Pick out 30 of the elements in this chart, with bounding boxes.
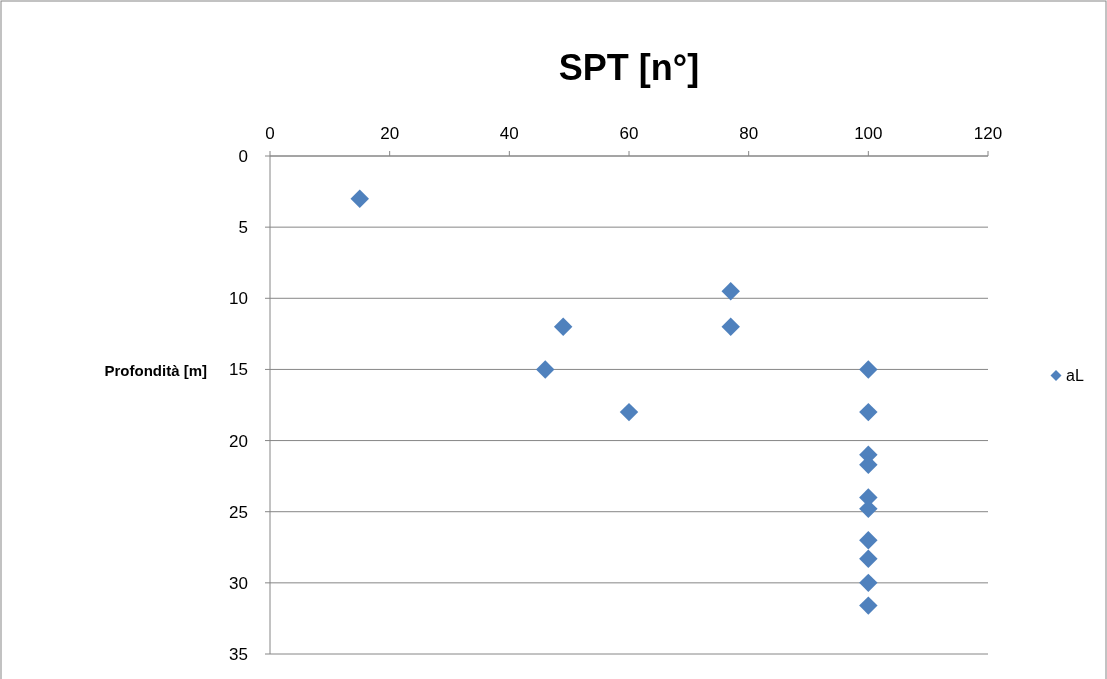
legend-label: aL (1066, 366, 1084, 384)
point (619, 402, 639, 422)
point (350, 189, 369, 208)
point (553, 317, 573, 336)
point (859, 402, 878, 422)
point (721, 281, 740, 301)
x-tick-label: 20 (380, 124, 400, 143)
y-tick-label: 30 (229, 573, 248, 593)
y-axis-title: Profondità [m] (104, 361, 207, 379)
point (859, 360, 878, 379)
point (859, 530, 878, 550)
x-tick-label: 40 (499, 124, 519, 143)
chart-title: SPT [n°] (558, 47, 700, 88)
y-tick-label: 10 (229, 289, 248, 309)
point (859, 596, 878, 615)
x-tick-label: 80 (739, 124, 759, 143)
y-tick-label: 5 (238, 218, 248, 238)
y-tick-label: 35 (229, 645, 248, 664)
point (536, 360, 555, 379)
point (859, 573, 878, 593)
y-tick-label: 0 (238, 147, 248, 166)
y-tick-label: 15 (229, 360, 248, 380)
x-tick-label: 60 (619, 124, 639, 143)
y-tick-label: 20 (229, 431, 248, 451)
x-tick-label: 120 (973, 124, 1003, 143)
x-tick-label: 100 (854, 124, 883, 143)
x-tick-label: 0 (265, 124, 275, 143)
y-tick-label: 25 (229, 502, 248, 522)
point (859, 549, 878, 568)
point (721, 317, 740, 336)
